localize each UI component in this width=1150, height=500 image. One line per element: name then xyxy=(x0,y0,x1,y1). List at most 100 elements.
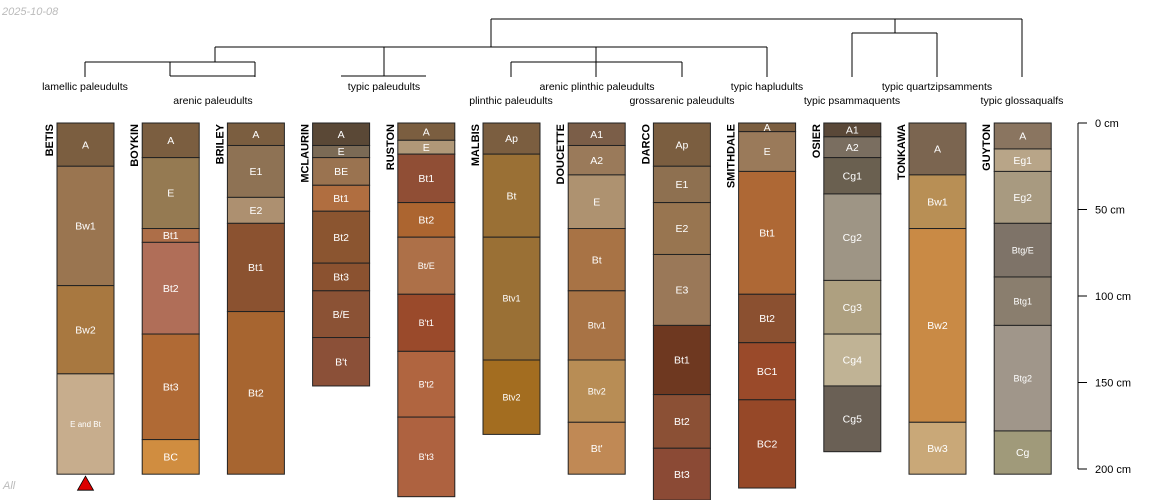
horizon-label: Bt3 xyxy=(674,469,690,481)
profile-darco: Ap E1 E2 E3 Bt1 Bt2 Bt3 DARCO xyxy=(640,122,711,500)
horizon-label: Bt2 xyxy=(418,215,434,227)
horizon-ruston-7 xyxy=(397,416,456,498)
depth-tick-label: 100 cm xyxy=(1095,291,1131,303)
horizon-osier-6 xyxy=(823,385,882,453)
horizon-smithdale-3 xyxy=(738,293,797,344)
taxon-label: typic paleudults xyxy=(348,81,420,93)
horizon-mclaurin-2 xyxy=(312,157,371,186)
horizon-ruston-4 xyxy=(397,236,456,295)
horizon-label: Ap xyxy=(675,139,688,151)
horizon-boykin-3 xyxy=(141,241,200,335)
horizon-label: Bt2 xyxy=(248,388,264,400)
profile-betis: A Bw1 Bw2 E and Bt BETIS xyxy=(44,122,115,491)
horizon-label: Bt2 xyxy=(163,283,179,295)
horizon-label: Bw2 xyxy=(927,320,948,332)
horizon-darco-3 xyxy=(652,253,711,326)
horizon-betis-2 xyxy=(56,285,115,375)
profile-name: GUYTON xyxy=(981,124,993,171)
depth-axis: 0 cm 50 cm 100 cm 150 cm 200 cm xyxy=(1077,118,1131,476)
horizon-mclaurin-4 xyxy=(312,210,371,264)
horizon-label: Cg1 xyxy=(843,170,862,182)
horizon-ruston-5 xyxy=(397,293,456,352)
profile-name: MALBIS xyxy=(470,124,482,166)
depth-tick-label: 200 cm xyxy=(1095,464,1131,476)
horizon-ruston-6 xyxy=(397,350,456,418)
horizon-label: Cg xyxy=(1016,447,1030,459)
horizon-label: Bt1 xyxy=(163,230,179,242)
horizon-malbis-3 xyxy=(482,359,541,435)
horizon-guyton-4 xyxy=(993,276,1052,326)
depth-tick-label: 0 cm xyxy=(1095,118,1119,130)
profile-ruston: AE Bt1 Bt2 Bt/E B't1 B't2 B't3 RUSTON xyxy=(385,122,456,498)
profile-name: SMITHDALE xyxy=(726,124,738,188)
horizon-smithdale-5 xyxy=(738,399,797,489)
horizon-darco-1 xyxy=(652,165,711,204)
horizon-malbis-2 xyxy=(482,236,541,361)
horizon-tonkawa-0 xyxy=(908,122,967,176)
horizon-doucette-5 xyxy=(567,359,626,423)
horizon-label: Cg4 xyxy=(843,355,862,367)
horizon-label: BC2 xyxy=(757,439,778,451)
horizon-label: A1 xyxy=(590,129,603,141)
horizon-darco-2 xyxy=(652,202,711,255)
taxon-label: plinthic paleudults xyxy=(469,95,552,107)
horizon-betis-1 xyxy=(56,165,115,287)
taxon-label: typic quartzipsamments xyxy=(882,81,992,93)
horizon-boykin-5 xyxy=(141,439,200,475)
horizon-boykin-4 xyxy=(141,333,200,441)
horizon-label: Bw1 xyxy=(927,196,948,208)
horizon-label: E xyxy=(593,196,600,208)
profile-name: BRILEY xyxy=(214,123,226,164)
horizon-label: Btv2 xyxy=(588,386,606,396)
horizon-ruston-2 xyxy=(397,153,456,204)
taxon-label: typic psammaquents xyxy=(804,95,900,107)
horizon-malbis-0 xyxy=(482,122,541,155)
horizon-label: Btg/E xyxy=(1012,245,1034,255)
horizon-label: BC1 xyxy=(757,366,778,378)
horizon-guyton-6 xyxy=(993,430,1052,475)
horizon-boykin-0 xyxy=(141,122,200,159)
horizon-label: Bw3 xyxy=(927,443,948,455)
taxon-label: arenic paleudults xyxy=(173,95,252,107)
dendrogram xyxy=(84,18,1023,77)
date-stamp: 2025-10-08 xyxy=(2,6,59,18)
depth-tick-label: 50 cm xyxy=(1095,205,1125,217)
horizon-tonkawa-2 xyxy=(908,228,967,423)
horizon-label: Btg1 xyxy=(1013,296,1032,306)
profile-tonkawa: A Bw1 Bw2 Bw3 TONKAWA xyxy=(896,122,967,475)
horizon-label: Bt3 xyxy=(163,382,179,394)
horizon-label: Bw2 xyxy=(75,324,96,336)
profile-name: BETIS xyxy=(44,124,56,156)
horizon-label: Bw1 xyxy=(75,221,96,233)
horizon-label: B't2 xyxy=(419,379,434,389)
horizon-label: A xyxy=(252,129,259,141)
horizon-label: Btv1 xyxy=(502,294,520,304)
horizon-doucette-1 xyxy=(567,144,626,176)
profile-guyton: A Eg1 Eg2 Btg/E Btg1 Btg2 Cg GUYTON xyxy=(981,122,1052,475)
horizon-label: A2 xyxy=(846,142,859,154)
profile-name: BOYKIN xyxy=(129,124,141,167)
horizon-label: A xyxy=(1019,131,1026,143)
horizon-label: Cg2 xyxy=(843,232,862,244)
horizon-darco-0 xyxy=(652,122,711,167)
horizon-label: Eg2 xyxy=(1013,192,1032,204)
taxon-label: typic hapludults xyxy=(731,81,803,93)
horizon-label: E2 xyxy=(675,223,688,235)
taxon-label: arenic plinthic paleudults xyxy=(540,81,655,93)
horizon-tonkawa-3 xyxy=(908,421,967,475)
horizon-label: Btv1 xyxy=(588,321,606,331)
horizon-briley-2 xyxy=(226,196,285,224)
horizon-label: Ap xyxy=(505,133,518,145)
horizon-smithdale-4 xyxy=(738,342,797,401)
taxon-labels: lamellic paleudults arenic paleudults typi… xyxy=(42,81,1063,107)
horizon-label: E1 xyxy=(675,179,688,191)
horizon-label: A xyxy=(338,129,345,141)
profile-doucette: A1 A2 E Bt Btv1 Btv2 Bt' DOUCETTE xyxy=(555,122,626,475)
horizon-smithdale-1 xyxy=(738,131,797,172)
horizon-label: A xyxy=(764,122,771,134)
horizon-darco-6 xyxy=(652,447,711,500)
horizon-mclaurin-6 xyxy=(312,290,371,339)
profile-name: OSIER xyxy=(811,124,823,158)
profile-boykin: A E Bt1 Bt2 Bt3 BC BOYKIN xyxy=(129,122,200,475)
